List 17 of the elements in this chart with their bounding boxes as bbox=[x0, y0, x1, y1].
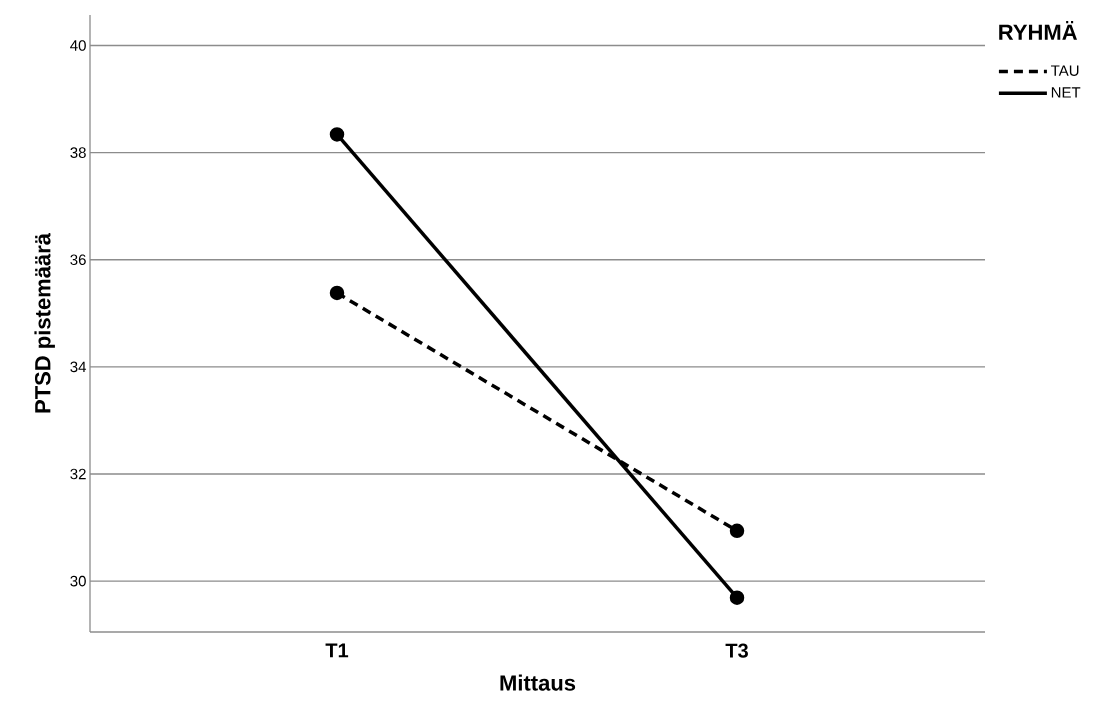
x-tick-label: T1 bbox=[325, 643, 349, 658]
y-tick-label: 30 bbox=[70, 575, 86, 587]
legend-label: NET bbox=[1051, 87, 1081, 98]
point bbox=[329, 127, 345, 142]
y-tick-label: 36 bbox=[70, 254, 86, 266]
point bbox=[729, 523, 745, 539]
legend-label: TAU bbox=[1050, 65, 1079, 76]
y-tick-label: 40 bbox=[70, 40, 86, 51]
point bbox=[329, 285, 345, 301]
x-tick-label: T3 bbox=[725, 643, 748, 658]
point bbox=[729, 590, 745, 605]
y-tick-label: 34 bbox=[70, 361, 87, 373]
x-axis-title: Mittaus bbox=[500, 674, 576, 691]
y-tick-label: 38 bbox=[70, 147, 86, 158]
y-axis-title: PTSD pistemäärä bbox=[34, 232, 55, 413]
legend-title: RYHMÄ bbox=[999, 21, 1078, 40]
y-tick-label: 32 bbox=[70, 468, 86, 480]
